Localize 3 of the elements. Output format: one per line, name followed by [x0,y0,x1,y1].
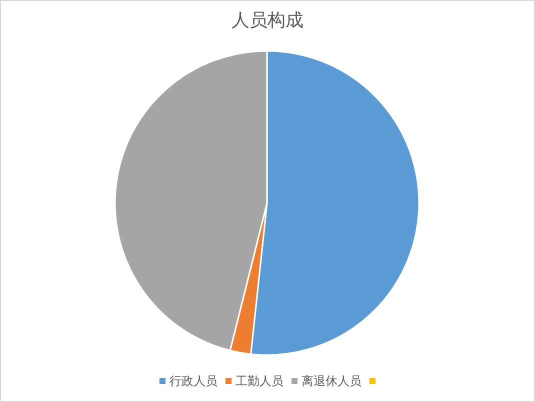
legend-label: 行政人员 [170,374,218,388]
legend-label: 工勤人员 [236,374,284,388]
title: 人员构成 [232,10,304,31]
